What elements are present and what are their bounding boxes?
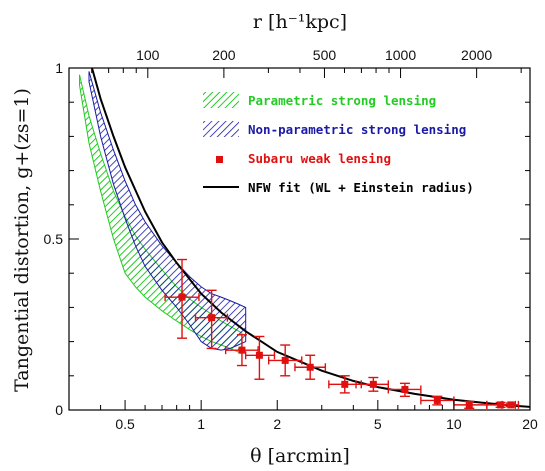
x-tick-label: 20 bbox=[522, 416, 538, 432]
legend-swatch-non-parametric bbox=[203, 121, 239, 137]
y-tick-label: 0 bbox=[55, 402, 63, 418]
x-tick-label: 2 bbox=[273, 416, 281, 432]
y-tick-label: 1 bbox=[55, 60, 63, 76]
point-marker bbox=[238, 346, 246, 354]
x-axis-title: θ [arcmin] bbox=[250, 445, 350, 467]
data-point bbox=[244, 335, 276, 380]
point-marker bbox=[369, 380, 377, 388]
data-point bbox=[267, 344, 303, 377]
point-marker bbox=[208, 314, 216, 322]
nfw-fit-layer bbox=[91, 68, 530, 408]
legend-label-weak-lensing: Subaru weak lensing bbox=[248, 151, 391, 166]
legend-swatch-parametric bbox=[203, 92, 239, 108]
data-point bbox=[164, 258, 200, 339]
data-point bbox=[355, 376, 389, 392]
data-point bbox=[294, 354, 327, 380]
strong-lensing-bands bbox=[79, 71, 247, 355]
top-tick-label: 1000 bbox=[385, 47, 416, 63]
y-axis-title: Tangential distortion, g+(zs=1) bbox=[11, 88, 33, 392]
data-point bbox=[501, 400, 520, 409]
top-x-axis: 100 200 500 1000 2000 bbox=[91, 47, 522, 78]
point-marker bbox=[433, 396, 441, 404]
data-point bbox=[420, 395, 455, 406]
point-marker bbox=[465, 401, 473, 409]
top-tick-label: 100 bbox=[136, 47, 160, 63]
top-tick-label: 2000 bbox=[461, 47, 492, 63]
point-marker bbox=[255, 351, 263, 359]
point-marker bbox=[497, 401, 505, 409]
x-tick-label: 10 bbox=[446, 416, 462, 432]
legend: Parametric strong lensing Non-parametric… bbox=[203, 92, 474, 195]
data-point bbox=[387, 382, 422, 398]
x-tick-label: 0.5 bbox=[115, 416, 135, 432]
point-marker bbox=[281, 356, 289, 364]
non-parametric-band bbox=[88, 71, 247, 351]
legend-label-parametric: Parametric strong lensing bbox=[248, 93, 436, 108]
legend-label-non-parametric: Non-parametric strong lensing bbox=[248, 122, 466, 137]
legend-label-nfw: NFW fit (WL + Einstein radius) bbox=[248, 180, 474, 195]
point-marker bbox=[341, 380, 349, 388]
point-marker bbox=[306, 363, 314, 371]
top-axis-title: r [h⁻¹kpc] bbox=[253, 11, 347, 33]
data-point bbox=[194, 289, 229, 350]
bottom-x-axis: 0.5 1 2 5 10 20 bbox=[68, 400, 538, 432]
top-tick-label: 500 bbox=[313, 47, 337, 63]
point-marker bbox=[401, 385, 409, 393]
nfw-fit-line bbox=[91, 68, 530, 408]
y-tick-label: 0.5 bbox=[44, 231, 64, 247]
top-tick-label: 200 bbox=[212, 47, 236, 63]
left-y-axis: 00.51 bbox=[44, 60, 530, 418]
x-tick-label: 5 bbox=[374, 416, 382, 432]
weak-lensing-points-layer bbox=[164, 258, 520, 409]
x-tick-label: 1 bbox=[197, 416, 205, 432]
legend-marker-weak-lensing bbox=[216, 156, 223, 163]
point-marker bbox=[507, 401, 515, 409]
point-marker bbox=[178, 293, 186, 301]
